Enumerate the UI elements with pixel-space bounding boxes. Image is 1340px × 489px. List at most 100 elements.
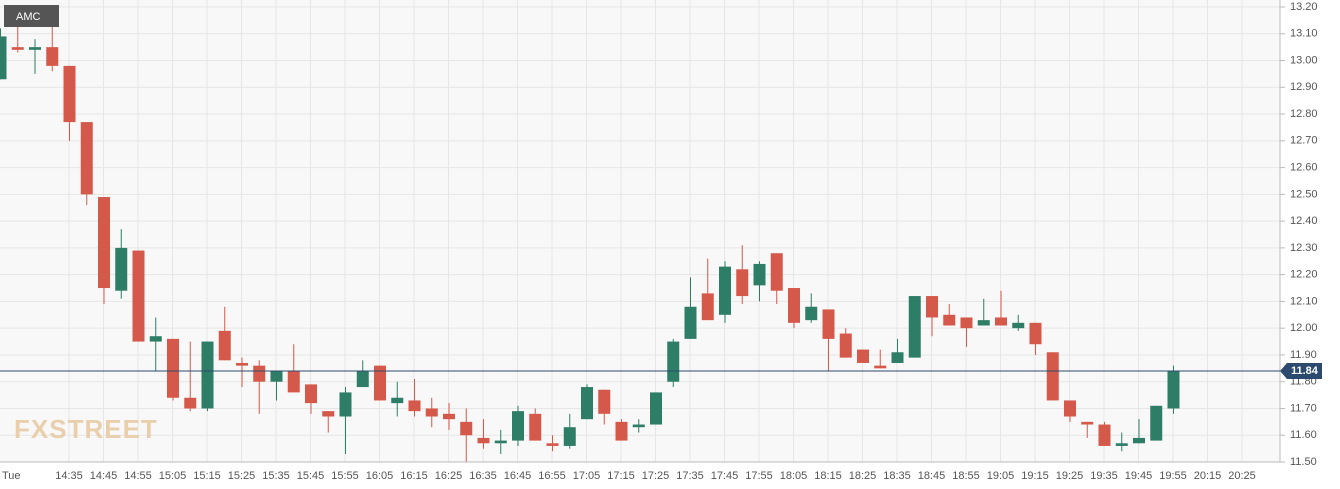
candle-body [736,269,749,297]
x-tick-label: 14:55 [124,470,152,482]
y-tick-label: 13.20 [1290,1,1318,13]
y-tick-label: 13.10 [1290,28,1318,40]
candle-body [1029,322,1042,345]
y-tick-label: 12.30 [1290,242,1318,254]
candle-body [977,320,990,326]
x-tick-label: 15:35 [262,470,290,482]
candle-body [287,371,300,393]
candle-body [926,296,938,318]
x-tick-label: Tue [2,470,21,482]
candle-body [184,397,197,409]
logo: FXSTREET [14,414,158,444]
y-tick-label: 13.00 [1290,54,1318,66]
candle-body [443,413,455,420]
candle-body [701,293,714,321]
candle-body [167,338,179,398]
candle-body [253,365,266,382]
candle-body [322,411,335,417]
x-tick-label: 18:15 [814,470,842,482]
candle-body [305,384,317,404]
x-tick-label: 16:05 [366,470,394,482]
plot-area [0,0,1280,462]
x-tick-label: 19:35 [1090,470,1118,482]
last-price-label: 11.84 [1291,365,1319,377]
candle-body [1167,371,1180,409]
candle-body [11,47,24,50]
candle-body [667,341,680,382]
y-tick-label: 11.90 [1290,349,1317,361]
last-price-tag [1280,363,1322,379]
x-tick-label: 16:15 [400,470,428,482]
y-tick-label: 12.70 [1290,135,1318,147]
x-tick-label: 15:55 [331,470,359,482]
x-tick-label: 18:35 [883,470,911,482]
candle-body [46,47,59,66]
candle-body [460,421,473,436]
x-tick-label: 19:25 [1056,470,1084,482]
y-tick-label: 12.00 [1290,322,1318,334]
candle-body [753,263,766,286]
candle-body [391,397,404,404]
candle-body [29,47,41,50]
y-tick-label: 12.40 [1290,215,1318,227]
candle-body [80,122,93,195]
y-tick-label: 12.50 [1290,188,1318,200]
candle-body [1133,437,1145,444]
x-tick-label: 19:55 [1159,470,1187,482]
x-tick-label: 16:35 [469,470,497,482]
candle-body [1046,352,1059,401]
x-tick-label: 17:25 [642,470,670,482]
candle-body [684,306,697,339]
candle-body [995,317,1007,326]
x-tick-label: 17:05 [573,470,601,482]
x-tick-label: 20:15 [1194,470,1222,482]
x-tick-label: 18:55 [952,470,980,482]
candle-body [63,65,76,123]
candle-body [425,408,438,417]
candle-body [563,427,576,446]
y-tick-label: 12.60 [1290,161,1318,173]
x-tick-label: 18:05 [780,470,808,482]
candle-body [770,253,783,291]
y-tick-label: 11.70 [1290,402,1317,414]
candle-body [788,288,800,323]
x-tick-label: 20:25 [1228,470,1256,482]
candle-body [943,314,956,326]
candle-body [1081,421,1094,425]
candle-body [477,437,490,444]
x-tick-label: 19:45 [1125,470,1153,482]
x-tick-label: 19:05 [987,470,1015,482]
candle-body [650,392,662,425]
x-tick-label: 14:35 [55,470,83,482]
x-tick-label: 16:25 [435,470,463,482]
symbol-badge [4,5,59,27]
candle-body [908,296,921,358]
x-tick-label: 14:45 [90,470,118,482]
x-tick-label: 15:25 [228,470,256,482]
x-tick-label: 16:45 [504,470,532,482]
candle-body [149,336,162,342]
candle-body [891,352,904,363]
candle-body [98,197,110,289]
candle-body [1098,424,1111,446]
candle-body [719,266,731,315]
candle-body [874,365,887,369]
candle-body [960,317,973,329]
candle-body [1012,322,1025,329]
y-tick-label: 12.20 [1290,269,1318,281]
x-tick-label: 18:25 [849,470,877,482]
candle-body [822,309,835,339]
candle-body [408,400,421,412]
candle-body [0,36,7,80]
candle-body [632,424,645,428]
candle-body [218,330,231,361]
x-tick-label: 19:15 [1021,470,1049,482]
y-tick-label: 11.60 [1290,429,1317,441]
y-tick-label: 12.90 [1290,81,1318,93]
x-tick-label: 17:35 [676,470,704,482]
symbol-label: AMC [16,11,41,23]
candle-body [512,411,524,441]
candle-body [1064,400,1076,417]
candle-body [1150,405,1163,441]
candle-body [374,365,386,401]
